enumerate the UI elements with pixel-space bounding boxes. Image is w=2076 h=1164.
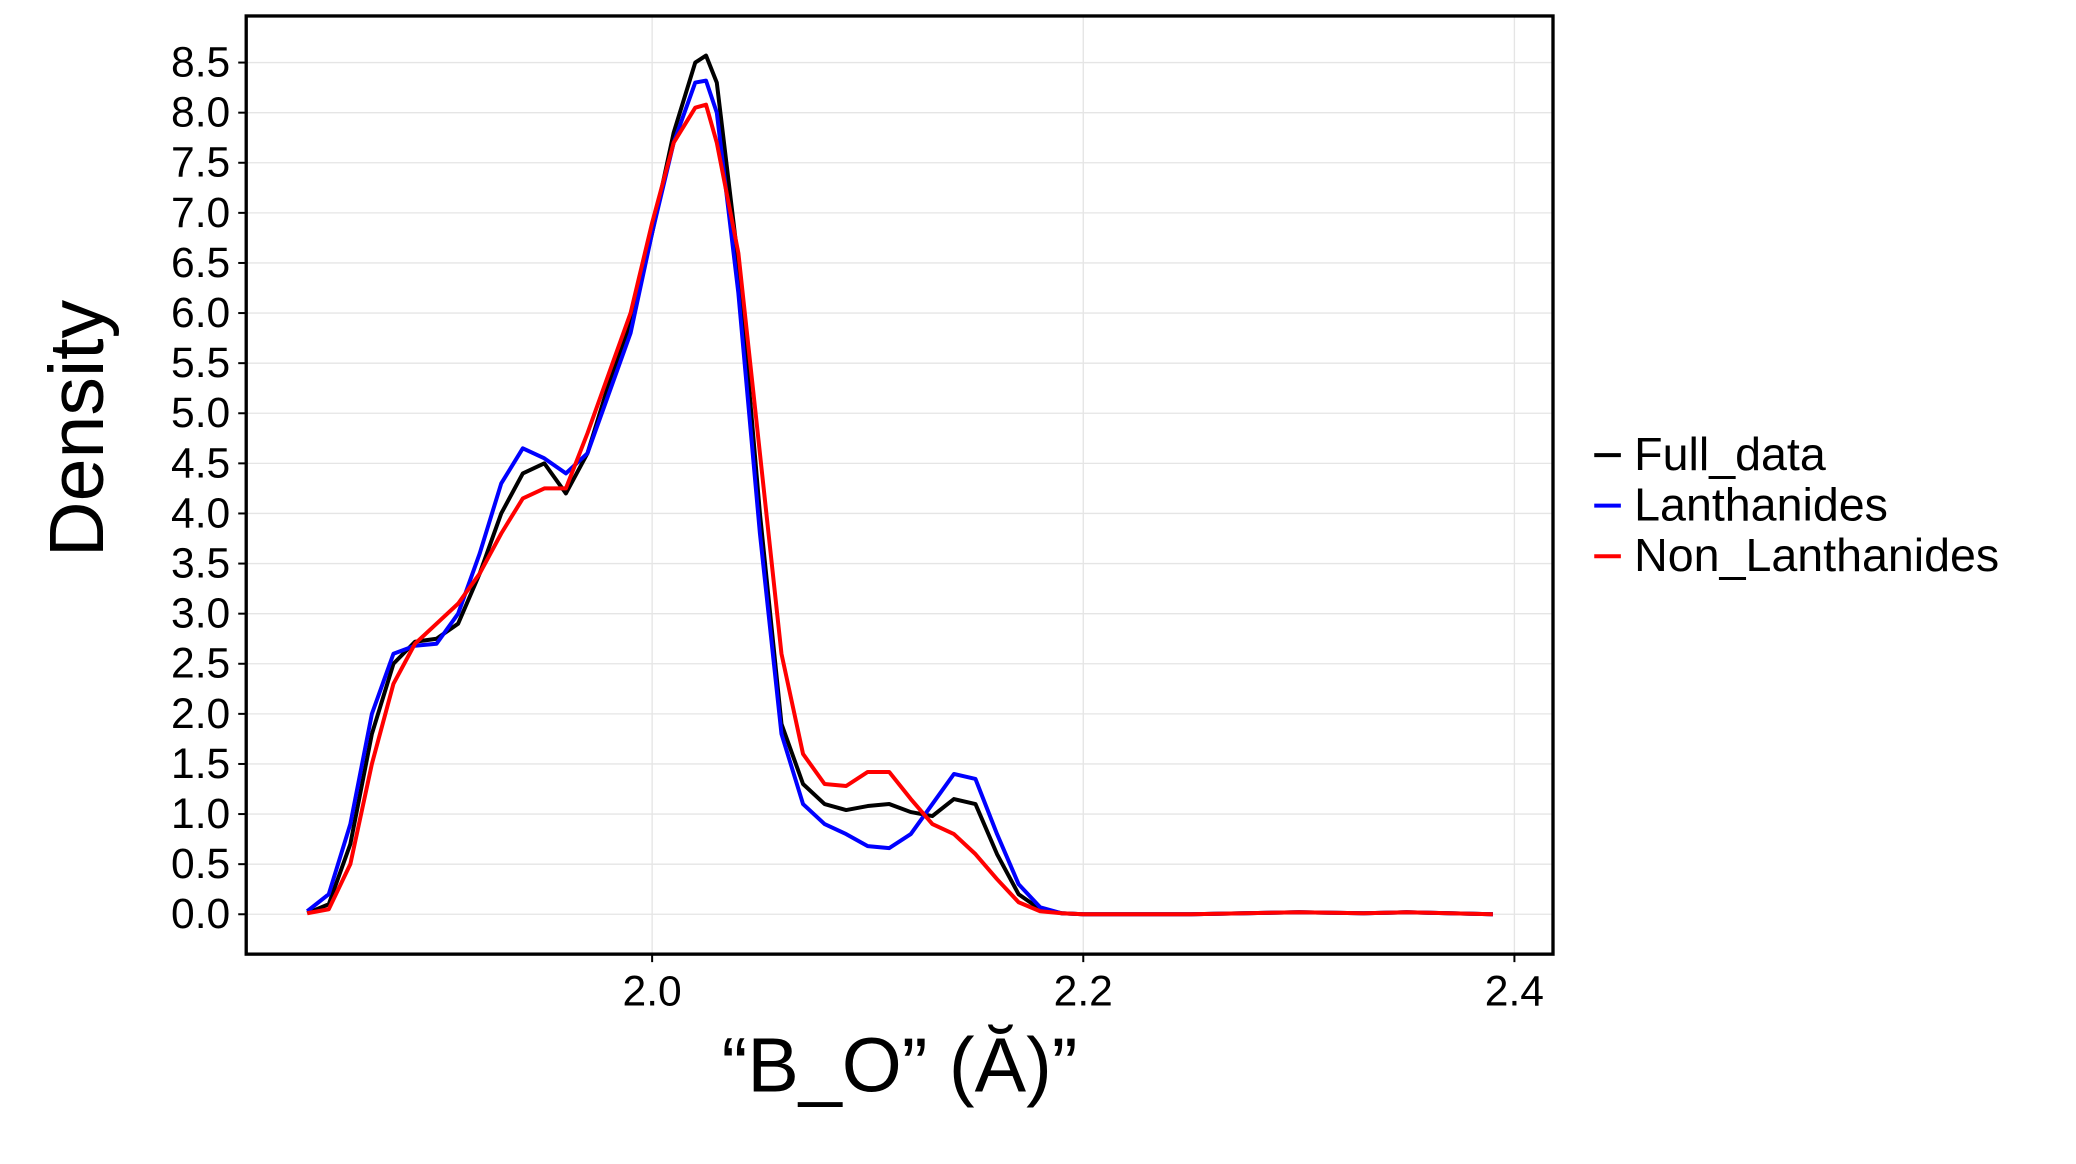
- y-tick-label: 1.5: [171, 740, 230, 788]
- y-tick-label: 5.5: [171, 339, 230, 387]
- y-tick-label: 1.0: [171, 790, 230, 838]
- y-tick-label: 2.5: [171, 640, 230, 688]
- y-tick-label: 8.0: [171, 89, 230, 137]
- legend-label: Non_Lanthanides: [1634, 529, 1999, 581]
- y-tick-label: 8.5: [171, 38, 230, 86]
- y-tick-label: 3.5: [171, 539, 230, 587]
- y-tick-label: 4.0: [171, 489, 230, 537]
- y-tick-label: 0.5: [171, 840, 230, 888]
- line-series: [305, 78, 1493, 917]
- y-tick-label: 6.0: [171, 289, 230, 337]
- x-axis-title: “B_O” (Ă)”: [722, 1023, 1078, 1109]
- y-tick-label: 7.0: [171, 189, 230, 237]
- y-tick-label: 3.0: [171, 590, 230, 638]
- y-tick-label: 0.0: [171, 890, 230, 938]
- legend-label: Full_data: [1634, 428, 1826, 480]
- y-tick-label: 6.5: [171, 239, 230, 287]
- y-tick-label: 4.5: [171, 439, 230, 487]
- legend-label: Lanthanides: [1634, 479, 1888, 531]
- x-tick-label: 2.0: [623, 967, 682, 1015]
- x-tick-label: 2.2: [1054, 967, 1113, 1015]
- y-tick-label: 7.5: [171, 139, 230, 187]
- line-series: [306, 102, 1493, 917]
- plot-frame: [244, 14, 1555, 956]
- y-tick-label: 2.0: [171, 690, 230, 738]
- x-tick-label: 2.4: [1485, 967, 1544, 1015]
- y-tick-label: 5.0: [171, 389, 230, 437]
- y-axis-title: Density: [34, 299, 120, 557]
